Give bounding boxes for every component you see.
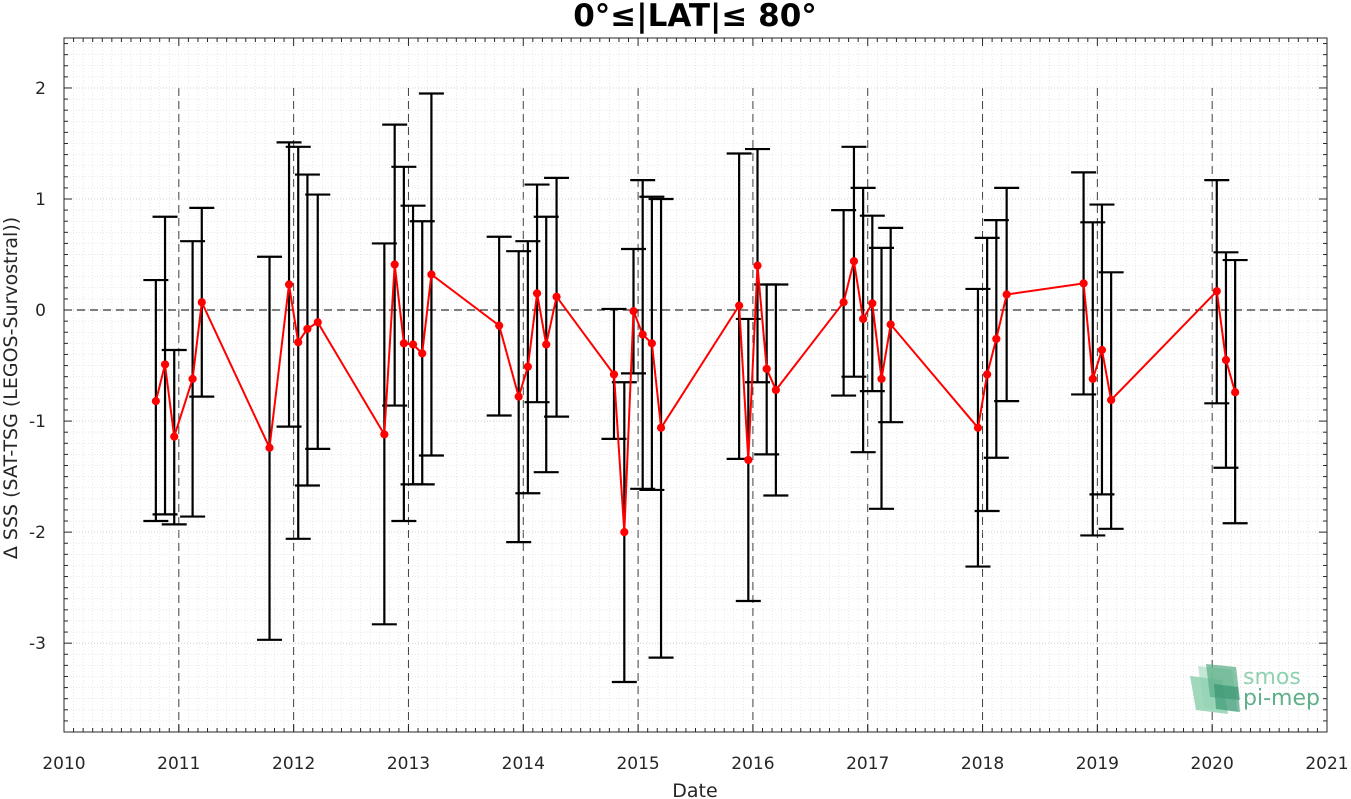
x-axis-label: Date xyxy=(672,780,717,799)
data-point xyxy=(1097,345,1107,355)
data-point xyxy=(1088,374,1097,383)
smos-logo-icon xyxy=(1190,664,1240,714)
data-point xyxy=(886,320,895,329)
x-tick-label: 2017 xyxy=(846,754,889,774)
plot-frame xyxy=(63,37,1328,733)
data-point xyxy=(523,362,532,371)
data-markers xyxy=(151,257,1240,537)
y-tick-label: 2 xyxy=(35,79,46,99)
data-point xyxy=(629,307,638,316)
y-tick-label: -1 xyxy=(29,412,46,432)
y-axis-label: Δ SSS (SAT-TSG (LEGOS-Survostral)) xyxy=(0,217,22,559)
data-point xyxy=(197,298,206,307)
chart-title: 0°≤|LAT|≤ 80° xyxy=(573,0,817,34)
data-point xyxy=(877,374,886,383)
data-point xyxy=(170,432,179,441)
data-point xyxy=(859,314,868,324)
data-point xyxy=(313,318,322,327)
data-point xyxy=(160,360,170,369)
data-point xyxy=(542,340,551,349)
data-point xyxy=(303,324,312,334)
y-tick-label: -2 xyxy=(29,523,46,543)
data-point xyxy=(849,257,859,266)
data-point xyxy=(735,301,744,310)
data-point xyxy=(1221,355,1231,365)
data-point xyxy=(1107,395,1116,405)
data-point xyxy=(868,299,877,308)
data-point xyxy=(294,338,303,347)
x-tick-label: 2016 xyxy=(731,754,774,774)
data-point xyxy=(983,370,992,379)
data-point xyxy=(762,364,771,373)
data-point xyxy=(284,280,294,289)
y-tick-label: 0 xyxy=(35,301,46,321)
data-point xyxy=(418,349,427,358)
data-point xyxy=(495,321,504,330)
logo-text-smos: smos xyxy=(1243,665,1301,690)
x-tick-labels: 2010 2011 2012 2013 2014 2015 2016 2017 2018 2019… xyxy=(42,754,1348,774)
minor-grid xyxy=(63,38,1328,733)
data-point xyxy=(151,397,160,406)
data-point xyxy=(973,423,983,432)
data-point xyxy=(380,430,389,439)
x-tick-label: 2015 xyxy=(616,754,659,774)
data-point xyxy=(647,339,656,348)
data-point xyxy=(1231,388,1240,397)
logo-shape xyxy=(1214,684,1240,712)
x-tick-label: 2013 xyxy=(387,754,430,774)
data-point xyxy=(427,270,436,279)
x-tick-label: 2018 xyxy=(961,754,1004,774)
data-point xyxy=(1002,290,1011,299)
data-point xyxy=(771,385,780,395)
data-point xyxy=(399,339,408,348)
data-point xyxy=(532,289,542,298)
data-point xyxy=(1079,279,1088,288)
data-point xyxy=(638,330,647,339)
data-point xyxy=(552,292,561,301)
data-point xyxy=(265,443,274,452)
x-tick-label: 2012 xyxy=(272,754,315,774)
x-tick-label: 2020 xyxy=(1191,754,1234,774)
data-point xyxy=(620,528,629,537)
y-tick-label: 1 xyxy=(35,190,46,210)
x-tick-label: 2021 xyxy=(1305,754,1348,774)
data-point xyxy=(992,334,1001,344)
logo-text-pi-mep: pi-mep xyxy=(1243,686,1320,711)
smos-pi-mep-logo: smos pi-mep xyxy=(1190,664,1320,714)
data-point xyxy=(390,260,399,269)
data-point xyxy=(1212,287,1221,296)
y-tick-label: -3 xyxy=(29,634,46,654)
x-tick-label: 2019 xyxy=(1076,754,1119,774)
data-point xyxy=(514,392,523,401)
data-point xyxy=(188,374,197,383)
data-point xyxy=(656,423,666,432)
x-tick-label: 2010 xyxy=(42,754,85,774)
y-tick-labels: -3 -2 -1 0 1 2 xyxy=(29,79,46,654)
data-point xyxy=(753,261,762,270)
data-point xyxy=(408,340,418,349)
minor-ticks xyxy=(63,38,1328,733)
x-tick-label: 2014 xyxy=(502,754,545,774)
data-point xyxy=(744,455,753,465)
data-point xyxy=(839,298,848,307)
x-tick-label: 2011 xyxy=(157,754,200,774)
data-point xyxy=(609,370,619,379)
